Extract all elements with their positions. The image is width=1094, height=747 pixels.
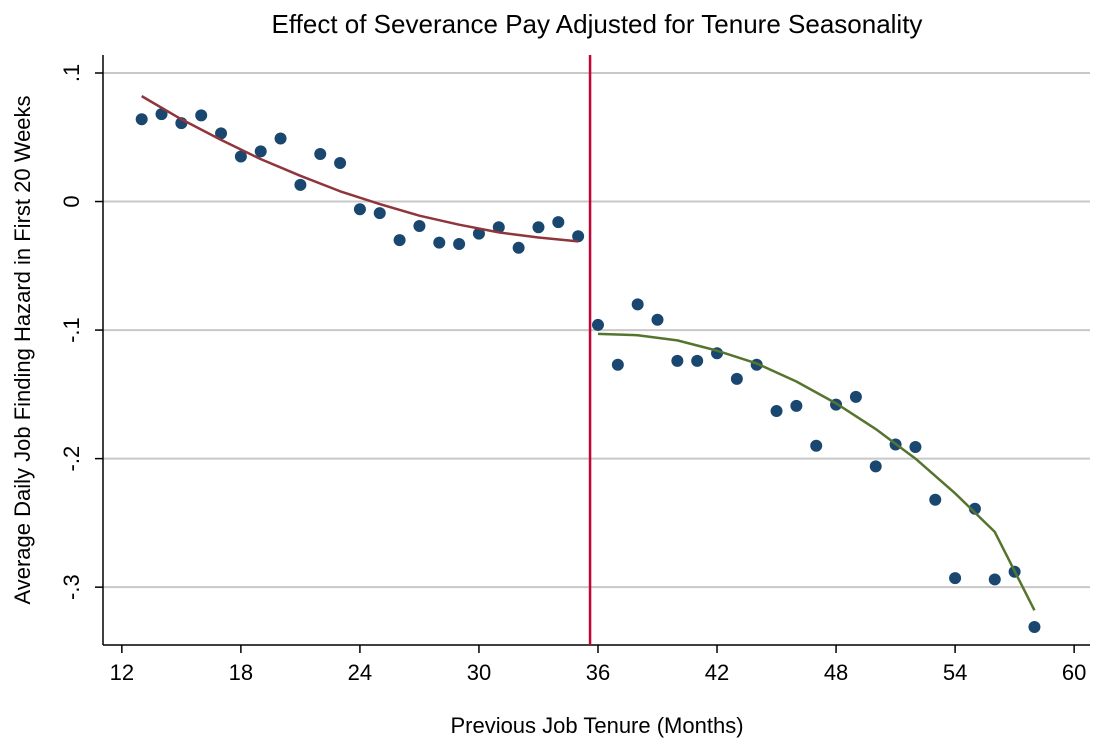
point [453, 237, 466, 250]
point [353, 203, 366, 216]
fit-line [597, 332, 1036, 611]
point [770, 405, 783, 418]
point [215, 127, 228, 140]
x-tick-label: 36 [586, 660, 610, 685]
y-tick-label: -.2 [59, 446, 84, 472]
y-tick-label: -.3 [59, 574, 84, 600]
point [968, 502, 981, 515]
point [730, 372, 743, 385]
y-axis-label: Average Daily Job Finding Hazard in Firs… [10, 95, 35, 604]
point [234, 150, 247, 163]
point [1028, 621, 1041, 634]
point [849, 390, 862, 403]
point [195, 109, 208, 122]
y-tick-label: -.1 [59, 317, 84, 343]
point [334, 156, 347, 169]
chart-title: Effect of Severance Pay Adjusted for Ten… [272, 9, 923, 39]
point [988, 573, 1001, 586]
x-tick-label: 18 [229, 660, 253, 685]
point [552, 216, 565, 229]
point [472, 227, 485, 240]
point [135, 113, 148, 126]
point [413, 219, 426, 232]
point [691, 354, 704, 367]
point [314, 147, 327, 160]
point [631, 298, 644, 311]
point [294, 178, 307, 191]
point [532, 221, 545, 234]
x-tick-label: 30 [467, 660, 491, 685]
fit-line [141, 95, 579, 243]
point [373, 207, 386, 220]
point [591, 318, 604, 331]
point [869, 460, 882, 473]
point [671, 354, 684, 367]
x-tick-label: 54 [943, 660, 967, 685]
point [155, 108, 168, 121]
x-axis-label: Previous Job Tenure (Months) [450, 713, 743, 738]
point [929, 493, 942, 506]
x-tick-label: 12 [110, 660, 134, 685]
point [949, 572, 962, 585]
point [909, 441, 922, 454]
point [651, 313, 664, 326]
point [512, 241, 525, 254]
point [611, 358, 624, 371]
point [572, 230, 585, 243]
point [274, 132, 287, 145]
y-tick-label: .1 [59, 64, 84, 82]
point [810, 439, 823, 452]
x-tick-label: 24 [348, 660, 372, 685]
point [492, 221, 505, 234]
x-tick-label: 60 [1062, 660, 1086, 685]
point [254, 145, 267, 158]
x-tick-label: 48 [824, 660, 848, 685]
y-tick-label: 0 [59, 195, 84, 207]
point [433, 236, 446, 249]
point [393, 234, 406, 247]
point [790, 399, 803, 412]
x-tick-label: 42 [705, 660, 729, 685]
